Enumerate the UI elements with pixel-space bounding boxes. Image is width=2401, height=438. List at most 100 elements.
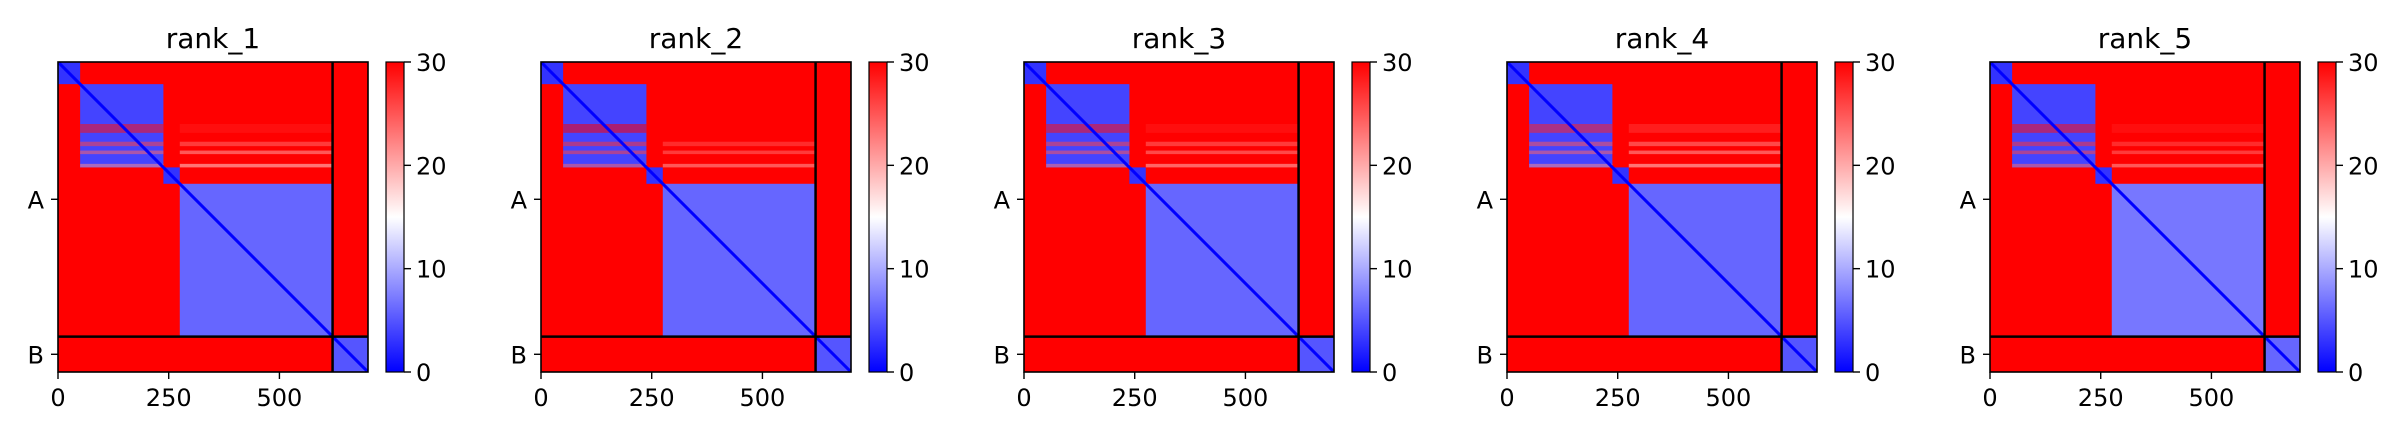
heatmap-block: [58, 336, 81, 372]
heatmap-block: [1046, 167, 1130, 185]
colorbar-tick-label: 30: [899, 49, 930, 77]
heatmap-stripe: [2111, 124, 2265, 133]
heatmap-block: [1024, 183, 1047, 338]
heatmap-stripe: [179, 124, 333, 133]
panel-title: rank_4: [1615, 22, 1709, 55]
heatmap-block: [1612, 183, 1630, 338]
heatmap-stripe: [80, 163, 164, 168]
heatmap-block: [1529, 183, 1613, 338]
y-tick-label: A: [1960, 186, 1977, 214]
colorbar-tick-label: 0: [1382, 359, 1397, 387]
x-tick-label: 0: [1016, 384, 1031, 412]
heatmap-block: [1145, 336, 1300, 372]
heatmap-block: [1024, 167, 1047, 185]
x-tick-label: 500: [1223, 384, 1269, 412]
colorbar-tick-label: 30: [2348, 49, 2379, 77]
heatmap-block: [1507, 167, 1530, 185]
heatmap-block: [563, 62, 647, 85]
heatmap-diagonal: [541, 62, 851, 372]
colorbar: [385, 61, 405, 373]
colorbar-tick-label: 10: [2348, 256, 2379, 284]
x-tick-label: 250: [2078, 384, 2124, 412]
heatmap-block: [646, 336, 664, 372]
colorbar: [1351, 61, 1371, 373]
heatmap-block: [563, 183, 647, 338]
heatmap-stripe: [2012, 141, 2096, 147]
colorbar-tick-label: 0: [899, 359, 914, 387]
colorbar-tick-label: 20: [416, 152, 447, 180]
y-tick-label: B: [1960, 341, 1976, 369]
heatmap-stripe: [1046, 163, 1130, 168]
colorbar-tick-label: 20: [1865, 152, 1896, 180]
heatmap-block: [1612, 336, 1630, 372]
heatmap-block: [815, 84, 851, 168]
panel-title: rank_3: [1132, 22, 1226, 55]
heatmap-block: [1628, 336, 1783, 372]
heatmap-block: [2012, 183, 2096, 338]
heatmap-stripe: [1145, 124, 1299, 133]
heatmap-diagonal: [1990, 62, 2300, 372]
heatmap-cells: [58, 62, 368, 372]
heatmap-block: [80, 167, 164, 185]
heatmap-stripe: [1046, 150, 1130, 155]
heatmap-stripe: [179, 163, 333, 168]
heatmap-block: [80, 62, 164, 85]
heatmap-stripe: [1046, 141, 1130, 147]
heatmap-diagonal: [58, 62, 368, 372]
heatmap-block: [1507, 84, 1530, 168]
heatmap-stripe: [2111, 141, 2265, 147]
heatmap-block: [332, 183, 368, 338]
heatmap-block: [1628, 167, 1783, 185]
y-tick-label: A: [994, 186, 1011, 214]
heatmap-block: [1298, 62, 1334, 85]
heatmap-stripe: [662, 124, 816, 133]
heatmap-block: [1781, 62, 1817, 85]
heatmap-block: [1529, 336, 1613, 372]
heatmap-block: [1612, 84, 1630, 168]
heatmap-block: [2095, 336, 2113, 372]
heatmap-stripe: [1145, 163, 1299, 168]
heatmap-block: [1129, 84, 1147, 168]
heatmap-stripe: [1145, 150, 1299, 155]
heatmap-block: [1298, 84, 1334, 168]
x-tick-label: 250: [1112, 384, 1158, 412]
y-tick-label: A: [28, 186, 45, 214]
heatmap-stripe: [1529, 124, 1613, 133]
x-tick-label: 500: [257, 384, 303, 412]
heatmap-block: [662, 167, 817, 185]
heatmap-block: [815, 167, 851, 185]
heatmap-block: [2264, 167, 2300, 185]
heatmap-block: [179, 62, 334, 85]
heatmap-block: [541, 183, 564, 338]
colorbar-tick-label: 30: [1865, 49, 1896, 77]
heatmap-block: [2111, 62, 2266, 85]
x-tick-label: 500: [2189, 384, 2235, 412]
heatmap-block: [646, 183, 664, 338]
heatmap-block: [1781, 167, 1817, 185]
heatmap-block: [646, 84, 664, 168]
heatmap-block: [163, 84, 181, 168]
heatmap-block: [2111, 336, 2266, 372]
heatmap-block: [662, 62, 817, 85]
heatmap-cells: [1507, 62, 1817, 372]
heatmap-stripe: [179, 141, 333, 147]
heatmap-block: [2012, 62, 2096, 85]
colorbar-tick-label: 20: [899, 152, 930, 180]
heatmap-block: [179, 167, 334, 185]
heatmap-stripe: [2012, 150, 2096, 155]
y-tick-label: A: [511, 186, 528, 214]
heatmap-block: [815, 183, 851, 338]
heatmap-stripe: [2012, 163, 2096, 168]
heatmap-stripe: [1529, 150, 1613, 155]
heatmap-block: [163, 336, 181, 372]
heatmap-block: [2095, 62, 2113, 85]
colorbar-tick-label: 20: [1382, 152, 1413, 180]
panel-title: rank_5: [2098, 22, 2192, 55]
heatmap-block: [1024, 336, 1047, 372]
heatmap-block: [1990, 84, 2013, 168]
